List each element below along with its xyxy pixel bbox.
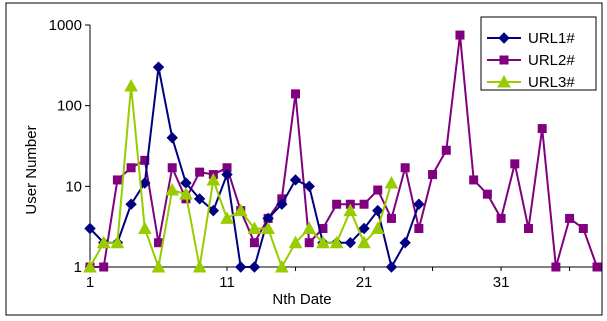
data-point-triangle: [316, 235, 330, 249]
data-point-triangle: [370, 221, 385, 235]
data-point-triangle: [384, 175, 399, 189]
data-point-triangle: [110, 235, 125, 249]
data-point-square: [291, 89, 301, 99]
data-point-triangle: [302, 221, 317, 235]
data-point-diamond: [413, 198, 425, 210]
data-point-square: [359, 199, 369, 209]
x-tick-label: 11: [219, 274, 235, 291]
data-point-diamond: [139, 177, 151, 189]
data-point-triangle: [137, 221, 152, 235]
x-axis-title: Nth Date: [272, 291, 331, 308]
data-point-square: [578, 224, 588, 234]
data-point-square: [551, 262, 561, 272]
data-point-square: [373, 185, 383, 195]
data-point-triangle: [96, 235, 111, 249]
data-point-square: [386, 213, 396, 223]
data-point-square: [304, 238, 314, 248]
data-point-diamond: [276, 198, 288, 210]
data-point-square: [469, 175, 479, 185]
data-point-diamond: [399, 237, 411, 249]
data-point-diamond: [235, 261, 247, 273]
data-point-diamond: [372, 204, 384, 217]
data-point-square: [428, 170, 438, 180]
data-point-diamond: [84, 222, 96, 235]
data-point-triangle: [329, 235, 344, 249]
data-point-square: [565, 213, 575, 223]
data-point-square: [441, 145, 451, 155]
series-line: [90, 34, 598, 268]
data-point-triangle: [192, 259, 207, 273]
legend-box: [480, 16, 597, 91]
data-point-triangle: [288, 235, 303, 249]
x-tick-label: 31: [493, 274, 510, 291]
x-tick-label: 1: [86, 274, 94, 291]
data-point-triangle: [151, 259, 166, 273]
data-point-triangle: [343, 203, 358, 217]
legend: URL1# URL2# URL3#: [480, 16, 597, 91]
y-tick-label: 1: [74, 259, 82, 276]
y-axis-title: User Number: [23, 125, 40, 214]
legend-items: URL1# URL2# URL3#: [487, 30, 575, 91]
data-point-square: [496, 213, 506, 223]
data-point-diamond: [498, 32, 510, 44]
data-point-triangle: [206, 172, 221, 186]
data-point-square: [167, 163, 177, 173]
data-point-triangle: [357, 235, 371, 249]
data-point-square: [332, 199, 342, 209]
data-point-triangle: [220, 211, 234, 224]
data-point-diamond: [385, 261, 398, 273]
data-point-diamond: [207, 204, 220, 217]
legend-label: URL2#: [528, 52, 575, 69]
data-point-square: [510, 159, 520, 169]
data-point-diamond: [344, 237, 357, 249]
data-point-square: [537, 124, 547, 134]
data-point-diamond: [303, 180, 315, 193]
data-point-diamond: [125, 198, 137, 210]
data-point-square: [140, 155, 150, 165]
data-point-diamond: [193, 193, 206, 205]
y-tick-label: 1000: [49, 17, 82, 34]
data-point-triangle: [497, 74, 511, 88]
data-point-square: [455, 30, 465, 40]
data-point-triangle: [165, 182, 180, 196]
legend-label: URL3#: [528, 74, 575, 91]
data-point-triangle: [124, 79, 138, 92]
data-point-triangle: [261, 221, 275, 235]
data-point-square: [414, 224, 424, 234]
data-point-diamond: [289, 174, 302, 186]
data-point-square: [400, 163, 410, 173]
data-point-square: [99, 262, 109, 272]
data-point-square: [126, 163, 136, 173]
data-point-square: [523, 224, 533, 234]
data-point-diamond: [152, 61, 165, 73]
x-tick-label: 21: [356, 274, 373, 291]
y-tick-label: 100: [57, 98, 82, 115]
data-point-diamond: [358, 222, 370, 235]
series-url3: [83, 79, 399, 273]
data-point-diamond: [166, 132, 178, 144]
legend-label: URL1#: [528, 30, 575, 47]
data-point-square: [195, 167, 205, 177]
data-point-square: [499, 55, 509, 65]
data-point-triangle: [179, 187, 193, 200]
y-tick-label: 10: [65, 178, 82, 195]
data-point-square: [112, 175, 122, 185]
data-point-triangle: [247, 221, 262, 235]
data-point-square: [482, 189, 492, 199]
data-point-square: [249, 238, 259, 248]
data-point-diamond: [248, 261, 261, 273]
data-point-triangle: [274, 259, 289, 273]
series-layer: [83, 30, 602, 273]
data-point-triangle: [83, 259, 97, 273]
data-point-square: [592, 262, 602, 272]
data-point-triangle: [233, 203, 248, 217]
data-point-diamond: [221, 168, 233, 181]
